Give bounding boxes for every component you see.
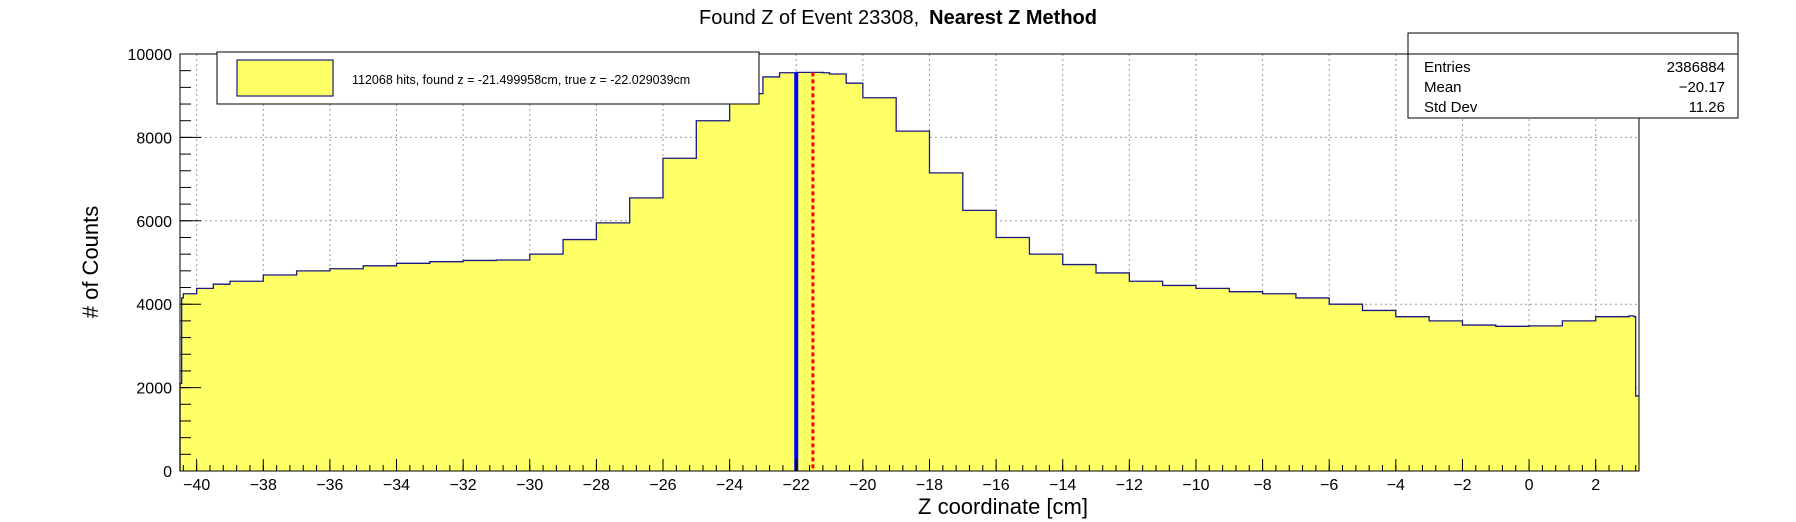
x-tick-label: −22: [783, 477, 810, 494]
stats-stddev-label: Std Dev: [1424, 99, 1478, 116]
stats-box: Entries 2386884 Mean −20.17 Std Dev 11.2…: [1407, 32, 1739, 119]
axes: −40 −38 −36 −34 −32 −30 −28 −26 −24 −22 −20 −18 −16−…: [128, 47, 1637, 494]
legend: 112068 hits, found z = -21.499958cm, tru…: [216, 51, 760, 105]
x-tick-label: −38: [250, 477, 277, 494]
y-tick-label: 2000: [136, 381, 172, 398]
y-tick-label: 10000: [128, 47, 173, 64]
y-tick-label: 4000: [136, 297, 172, 314]
x-tick-label: −26: [649, 477, 676, 494]
x-tick-label: −8: [1253, 477, 1271, 494]
y-axis-label: # of Counts: [78, 206, 103, 319]
legend-text: 112068 hits, found z = -21.499958cm, tru…: [352, 73, 690, 87]
histogram-fill: [180, 72, 1639, 472]
chart-title-method: Nearest Z Method: [929, 7, 1097, 29]
x-tick-label: −20: [849, 477, 876, 494]
plot-frame: [179, 53, 1640, 472]
x-tick-label: −40: [183, 477, 210, 494]
x-tick-label: 2: [1591, 477, 1600, 494]
y-tick-label: 0: [163, 464, 172, 481]
x-tick-label: −34: [383, 477, 410, 494]
x-tick-label: −28: [583, 477, 610, 494]
x-tick-label: 0: [1525, 477, 1534, 494]
x-tick-label: −4: [1387, 477, 1405, 494]
x-tick-label: −10: [1182, 477, 1209, 494]
legend-swatch: [236, 59, 334, 97]
x-tick-label: −16: [983, 477, 1010, 494]
x-tick-label: −30: [516, 477, 543, 494]
stats-box-frame: [1407, 32, 1739, 119]
x-tick-label: −12: [1116, 477, 1143, 494]
y-tick-label: 6000: [136, 214, 172, 231]
x-tick-label: −6: [1320, 477, 1338, 494]
x-axis-label: Z coordinate [cm]: [918, 494, 1088, 519]
x-tick-label: −24: [716, 477, 743, 494]
stats-entries-label: Entries: [1424, 59, 1471, 76]
y-tick-label: 8000: [136, 130, 172, 147]
x-tick-label: −2: [1453, 477, 1471, 494]
x-tick-label: −14: [1049, 477, 1076, 494]
chart-title: Found Z of Event 23308, Nearest Z Method: [699, 7, 1097, 29]
x-tick-label: −36: [316, 477, 343, 494]
stats-stddev-value: 11.26: [1689, 99, 1725, 116]
stats-mean-value: −20.17: [1679, 79, 1725, 96]
histogram-outline: [179, 71, 1639, 471]
stats-entries-value: 2386884: [1667, 59, 1725, 76]
x-tick-label: −18: [916, 477, 943, 494]
chart-title-prefix: Found Z of Event 23308,: [699, 7, 919, 29]
x-tick-label: −32: [450, 477, 477, 494]
stats-mean-label: Mean: [1424, 79, 1462, 96]
